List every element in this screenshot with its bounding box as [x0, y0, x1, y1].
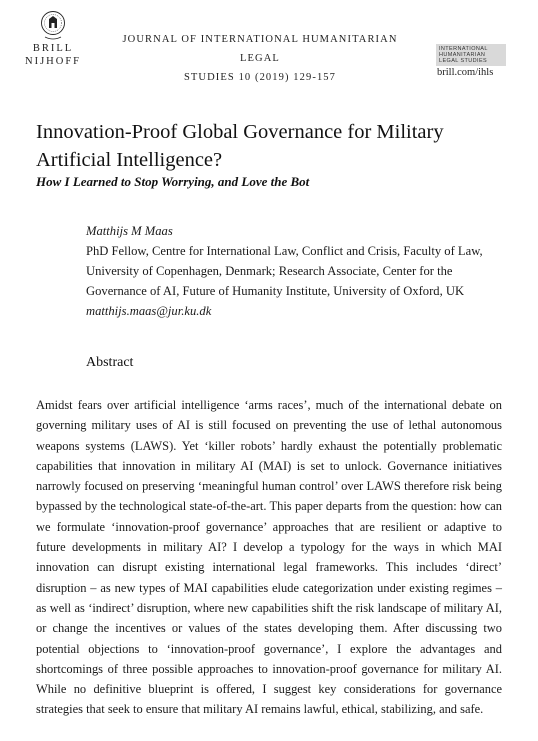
- ihls-logo-line: LEGAL STUDIES: [439, 58, 488, 64]
- article-title-line1: Innovation-Proof Global Governance for M…: [36, 121, 444, 143]
- journal-title-line2: STUDIES 10 (2019) 129-157: [183, 72, 337, 83]
- author-affiliation-line: University of Copenhagen, Denmark; Resea…: [86, 264, 453, 278]
- ihls-logo-line: INTERNATIONAL: [439, 46, 488, 52]
- brill-nijhoff-logo: BRILL NIJHOFF: [18, 8, 88, 88]
- article-title-block: Innovation-Proof Global Governance for M…: [36, 118, 506, 190]
- article-title: Innovation-Proof Global Governance for M…: [36, 118, 506, 174]
- author-email[interactable]: matthijs.maas@jur.ku.dk: [86, 304, 212, 318]
- article-subtitle: How I Learned to Stop Worrying, and Love…: [36, 174, 310, 189]
- ihls-logo-line: HUMANITARIAN: [439, 52, 486, 58]
- brill-seal-icon: [41, 11, 65, 40]
- journal-title-line1: JOURNAL OF INTERNATIONAL HUMANITARIAN LE…: [122, 34, 398, 64]
- abstract-heading: Abstract: [86, 355, 134, 370]
- journal-title: JOURNAL OF INTERNATIONAL HUMANITARIAN LE…: [105, 30, 415, 87]
- author-name: Matthijs M Maas: [86, 224, 173, 238]
- author-affiliation-line: PhD Fellow, Centre for International Law…: [86, 244, 483, 258]
- journal-website-link[interactable]: brill.com/ihls: [437, 67, 494, 78]
- author-affiliation-line: Governance of AI, Future of Humanity Ins…: [86, 284, 465, 298]
- ihls-logo-text: INTERNATIONAL HUMANITARIAN LEGAL STUDIES: [436, 44, 506, 66]
- article-title-line2: Artificial Intelligence?: [36, 149, 223, 171]
- publisher-name-line2: NIJHOFF: [24, 56, 81, 67]
- publisher-name-line1: BRILL: [32, 43, 74, 54]
- author-block: Matthijs M Maas PhD Fellow, Centre for I…: [86, 221, 506, 321]
- page-header: BRILL NIJHOFF JOURNAL OF INTERNATIONAL H…: [0, 0, 538, 95]
- abstract-text: Amidst fears over artificial intelligenc…: [36, 398, 502, 717]
- ihls-logo: INTERNATIONAL HUMANITARIAN LEGAL STUDIES: [436, 44, 506, 66]
